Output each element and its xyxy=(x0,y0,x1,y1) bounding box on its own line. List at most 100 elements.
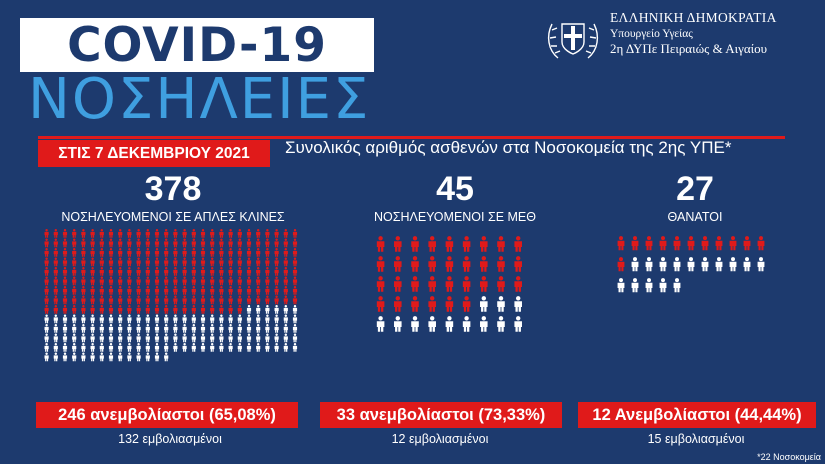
person-icon-unvaccinated xyxy=(237,286,242,295)
person-icon-unvaccinated xyxy=(210,248,215,257)
person-icon-vaccinated xyxy=(246,343,252,352)
person-icon-unvaccinated xyxy=(44,295,49,305)
person-icon-vaccinated xyxy=(99,333,104,343)
person-icon-unvaccinated xyxy=(228,276,233,286)
person-icon-unvaccinated xyxy=(701,236,709,251)
person-icon-unvaccinated xyxy=(191,229,196,238)
person-icon-vaccinated xyxy=(514,296,522,312)
person-icon-unvaccinated xyxy=(246,257,252,267)
person-icon-unvaccinated xyxy=(164,295,169,305)
person-icon-unvaccinated xyxy=(164,305,169,314)
person-icon-unvaccinated xyxy=(191,267,196,276)
header-description: Συνολικός αριθμός ασθενών στα Νοσοκομεία… xyxy=(285,138,732,157)
person-icon-vaccinated xyxy=(72,314,77,324)
person-icon-vaccinated xyxy=(246,305,252,314)
person-icon-unvaccinated xyxy=(631,236,639,251)
person-icon-unvaccinated xyxy=(127,229,132,238)
person-icon-vaccinated xyxy=(265,305,270,314)
person-icon-unvaccinated xyxy=(182,286,187,295)
person-icon-vaccinated xyxy=(274,305,279,314)
person-icon-unvaccinated xyxy=(72,238,77,248)
person-icon-unvaccinated xyxy=(136,267,141,276)
person-icon-unvaccinated xyxy=(154,238,160,248)
person-icon-unvaccinated xyxy=(256,248,261,257)
person-icon-unvaccinated xyxy=(44,286,49,295)
person-icon-vaccinated xyxy=(182,314,187,324)
person-icon-unvaccinated xyxy=(673,236,681,251)
person-icon-unvaccinated xyxy=(462,276,471,292)
person-icon-vaccinated xyxy=(237,333,242,343)
title-box: COVID-19 xyxy=(20,18,374,72)
person-icon-unvaccinated xyxy=(164,229,169,238)
person-icon-unvaccinated xyxy=(617,236,625,251)
deaths-label: ΘΑΝΑΤΟΙ xyxy=(667,210,723,224)
person-icon-unvaccinated xyxy=(164,286,169,295)
person-icon-vaccinated xyxy=(145,324,150,333)
person-icon-vaccinated xyxy=(90,324,95,333)
person-icon-unvaccinated xyxy=(72,229,77,238)
person-icon-vaccinated xyxy=(743,257,751,272)
person-icon-unvaccinated xyxy=(154,305,160,314)
person-icon-unvaccinated xyxy=(118,238,123,248)
person-icon-vaccinated xyxy=(265,324,270,333)
person-icon-vaccinated xyxy=(44,324,49,333)
person-icon-vaccinated xyxy=(145,314,150,324)
person-icon-unvaccinated xyxy=(173,286,178,295)
person-icon-unvaccinated xyxy=(246,276,252,286)
person-icon-unvaccinated xyxy=(145,267,150,276)
person-icon-unvaccinated xyxy=(44,257,49,267)
person-icon-vaccinated xyxy=(118,333,123,343)
person-icon-unvaccinated xyxy=(164,267,169,276)
ministry-line-ministry: Υπουργείο Υγείας xyxy=(610,27,693,40)
person-icon-unvaccinated xyxy=(283,238,288,248)
person-icon-vaccinated xyxy=(200,333,206,343)
person-icon-vaccinated xyxy=(701,257,709,272)
person-icon-unvaccinated xyxy=(237,257,242,267)
person-icon-vaccinated xyxy=(72,333,77,343)
person-icon-vaccinated xyxy=(99,343,104,352)
person-icon-unvaccinated xyxy=(283,257,288,267)
person-icon-unvaccinated xyxy=(136,248,141,257)
person-icon-unvaccinated xyxy=(219,248,224,257)
person-icon-unvaccinated xyxy=(90,229,95,238)
person-icon-unvaccinated xyxy=(118,229,123,238)
person-icon-vaccinated xyxy=(118,343,123,352)
person-icon-unvaccinated xyxy=(191,295,196,305)
person-icon-unvaccinated xyxy=(210,305,215,314)
person-icon-vaccinated xyxy=(200,343,206,352)
person-icon-unvaccinated xyxy=(154,286,160,295)
person-icon-vaccinated xyxy=(72,352,77,362)
person-icon-vaccinated xyxy=(219,333,224,343)
person-icon-vaccinated xyxy=(136,314,141,324)
person-icon-unvaccinated xyxy=(173,229,178,238)
person-icon-unvaccinated xyxy=(274,286,279,295)
people-svg xyxy=(376,236,522,332)
person-icon-unvaccinated xyxy=(256,276,261,286)
person-icon-unvaccinated xyxy=(246,238,252,248)
person-icon-unvaccinated xyxy=(428,276,436,292)
person-icon-unvaccinated xyxy=(462,296,471,312)
person-icon-unvaccinated xyxy=(136,305,141,314)
person-icon-vaccinated xyxy=(497,316,505,332)
person-icon-unvaccinated xyxy=(99,305,104,314)
ward-total: 378 xyxy=(144,170,202,208)
person-icon-unvaccinated xyxy=(173,248,178,257)
person-icon-unvaccinated xyxy=(145,295,150,305)
person-icon-unvaccinated xyxy=(108,229,114,238)
person-icon-unvaccinated xyxy=(145,257,150,267)
person-icon-vaccinated xyxy=(617,278,625,293)
person-icon-vaccinated xyxy=(145,352,150,362)
person-icon-unvaccinated xyxy=(394,296,402,312)
person-icon-vaccinated xyxy=(256,314,261,324)
person-icon-unvaccinated xyxy=(108,248,114,257)
ministry-line-region: 2η ΔΥΠε Πειραιώς & Αιγαίου xyxy=(610,41,768,57)
person-icon-vaccinated xyxy=(659,278,667,293)
person-icon-unvaccinated xyxy=(265,276,270,286)
deaths-vaccinated-text: 15 εμβολιασμένοι xyxy=(647,432,745,446)
person-icon-vaccinated xyxy=(687,257,695,272)
person-icon-unvaccinated xyxy=(182,295,187,305)
person-icon-unvaccinated xyxy=(173,267,178,276)
person-icon-unvaccinated xyxy=(228,248,233,257)
person-icon-unvaccinated xyxy=(200,257,206,267)
person-icon-vaccinated xyxy=(154,343,160,352)
